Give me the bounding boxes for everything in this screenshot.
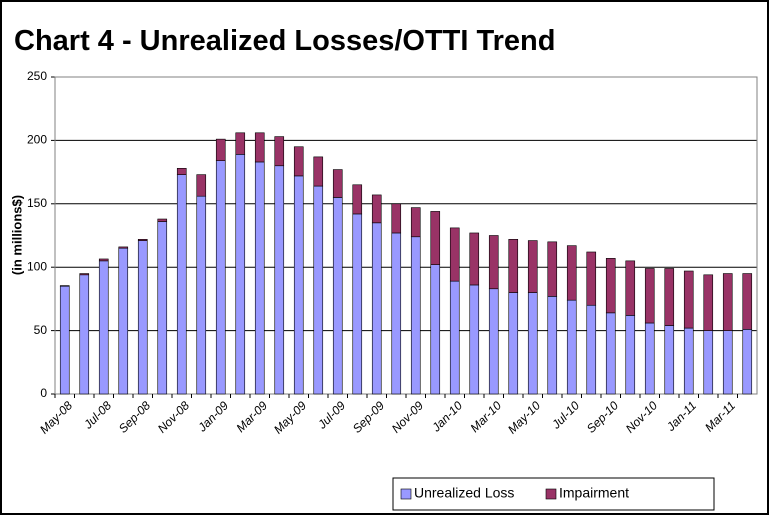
bar-segment (722, 273, 733, 331)
bar-segment (332, 169, 343, 198)
bar-segment (176, 167, 187, 175)
bar-segment (644, 322, 655, 395)
bar-segment (313, 185, 324, 395)
bar-segment (449, 280, 460, 395)
bar-segment (410, 207, 421, 238)
bar-segment (137, 240, 148, 395)
bar-segment (664, 268, 675, 326)
bar-segment (137, 239, 148, 241)
bar-segment (254, 161, 265, 395)
bar-segment (469, 232, 480, 286)
legend-swatch (400, 488, 412, 500)
bar-segment (430, 264, 441, 395)
bar-segment (371, 222, 382, 395)
bar-segment (527, 292, 538, 395)
bar-segment (215, 160, 226, 395)
bar-segment (605, 312, 616, 395)
bar-segment (527, 240, 538, 293)
legend-label: Impairment (559, 485, 629, 501)
bar-segment (79, 273, 90, 276)
bar-segment (157, 221, 168, 395)
bar-segment (703, 330, 714, 395)
bar-segment (79, 274, 90, 395)
y-tick-label: 100 (27, 259, 47, 273)
y-tick-label: 150 (27, 196, 47, 210)
bar-segment (547, 241, 558, 297)
bar-segment (235, 154, 246, 395)
y-tick-label: 200 (27, 133, 47, 147)
bar-segment (410, 236, 421, 395)
bar-segment (664, 325, 675, 395)
bar-segment (176, 174, 187, 395)
bar-segment (586, 304, 597, 395)
bar-segment (469, 284, 480, 395)
bar-segment (742, 329, 753, 395)
bar-segment (59, 285, 70, 287)
legend-label: Unrealized Loss (414, 485, 514, 501)
bar-segment (118, 246, 129, 249)
bar-segment (196, 174, 207, 197)
bar-segment (235, 132, 246, 155)
bar-segment (722, 330, 733, 395)
y-axis-label: (in millions$) (9, 195, 24, 275)
bar-segment (313, 156, 324, 187)
bar-segment (742, 273, 753, 330)
bar-segment (488, 235, 499, 290)
bar-segment (566, 299, 577, 395)
bar-segment (157, 218, 168, 222)
legend-swatch (545, 488, 557, 500)
bar-segment (293, 175, 304, 395)
bar-segment (683, 327, 694, 395)
bar-segment (703, 274, 714, 331)
bar-segment (449, 227, 460, 282)
bar-segment (293, 146, 304, 177)
y-tick-label: 50 (34, 323, 48, 337)
bar-segment (59, 285, 70, 395)
bar-segment (98, 258, 109, 262)
bar-segment (488, 288, 499, 395)
bar-segment (274, 136, 285, 167)
bar-segment (118, 247, 129, 395)
bar-segment (196, 195, 207, 395)
bar-segment (391, 203, 402, 234)
bar-segment (605, 258, 616, 314)
bar-segment (391, 232, 402, 395)
bar-segment (644, 268, 655, 324)
bar-segment (371, 194, 382, 224)
bar-segment (625, 260, 636, 316)
bar-segment (586, 251, 597, 306)
bar-segment (508, 239, 519, 293)
chart-title: Chart 4 - Unrealized Losses/OTTI Trend (14, 25, 555, 57)
bar-segment (254, 132, 265, 163)
bar-segment (625, 315, 636, 395)
y-tick-label: 0 (40, 386, 47, 400)
y-tick-label: 250 (27, 69, 47, 83)
bar-segment (352, 184, 363, 215)
bar-segment (352, 213, 363, 395)
bar-segment (332, 197, 343, 395)
bar-segment (547, 296, 558, 395)
bar-segment (430, 211, 441, 265)
bar-segment (98, 260, 109, 395)
bar-segment (683, 270, 694, 329)
bar-segment (508, 292, 519, 395)
bar-segment (215, 138, 226, 161)
bar-segment (274, 165, 285, 395)
bar-segment (566, 245, 577, 301)
